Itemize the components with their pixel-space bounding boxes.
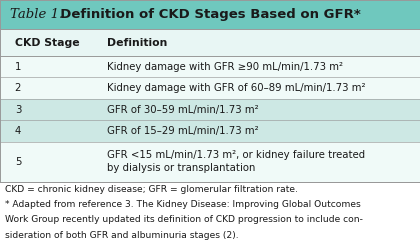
Text: CKD = chronic kidney disease; GFR = glomerular filtration rate.: CKD = chronic kidney disease; GFR = glom…	[5, 185, 298, 193]
Text: Table 1.: Table 1.	[10, 8, 64, 21]
Text: Work Group recently updated its definition of CKD progression to include con-: Work Group recently updated its definiti…	[5, 215, 363, 224]
Bar	[0, 56, 420, 77]
Bar	[0, 0, 420, 29]
Bar	[0, 99, 420, 120]
Text: Kidney damage with GFR ≥90 mL/min/1.73 m²: Kidney damage with GFR ≥90 mL/min/1.73 m…	[107, 62, 343, 72]
Text: Definition of CKD Stages Based on GFR*: Definition of CKD Stages Based on GFR*	[51, 8, 361, 21]
Text: CKD Stage: CKD Stage	[15, 38, 79, 48]
Text: GFR of 30–59 mL/min/1.73 m²: GFR of 30–59 mL/min/1.73 m²	[107, 105, 259, 115]
Text: 2: 2	[15, 83, 21, 93]
Text: 1: 1	[15, 62, 21, 72]
Bar	[0, 29, 420, 56]
Text: sideration of both GFR and albuminuria stages (2).: sideration of both GFR and albuminuria s…	[5, 231, 239, 240]
Text: GFR of 15–29 mL/min/1.73 m²: GFR of 15–29 mL/min/1.73 m²	[107, 126, 259, 136]
Text: GFR <15 mL/min/1.73 m², or kidney failure treated
by dialysis or transplantation: GFR <15 mL/min/1.73 m², or kidney failur…	[107, 150, 365, 173]
Bar	[0, 77, 420, 99]
Text: 4: 4	[15, 126, 21, 136]
Text: Definition: Definition	[107, 38, 168, 48]
Text: * Adapted from reference 3. The Kidney Disease: Improving Global Outcomes: * Adapted from reference 3. The Kidney D…	[5, 200, 361, 209]
Bar	[0, 0, 420, 182]
Bar	[0, 142, 420, 182]
Text: 3: 3	[15, 105, 21, 115]
Text: Kidney damage with GFR of 60–89 mL/min/1.73 m²: Kidney damage with GFR of 60–89 mL/min/1…	[107, 83, 365, 93]
Text: 5: 5	[15, 157, 21, 167]
Bar	[0, 120, 420, 142]
